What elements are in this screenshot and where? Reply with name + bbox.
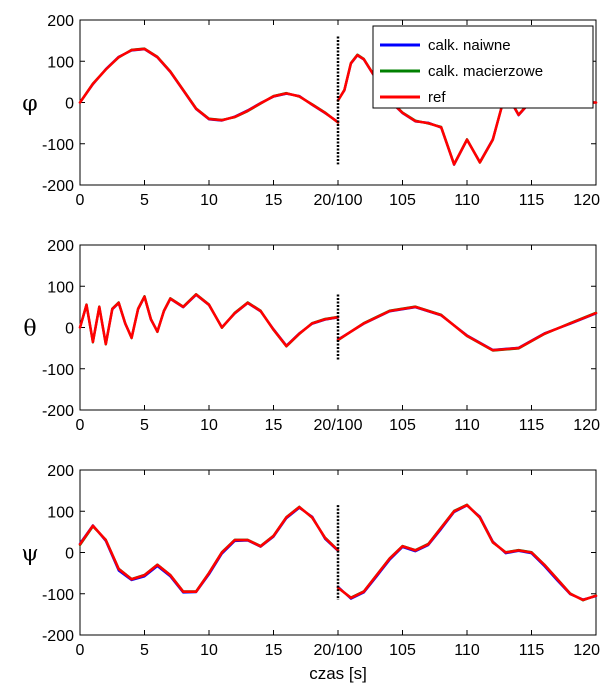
y-tick-label: 200	[47, 463, 74, 480]
x-tick-label: 120	[573, 417, 600, 434]
series-line-calk-naiwne	[78, 48, 340, 123]
y-tick-label: 100	[47, 504, 74, 521]
x-tick-label: 115	[519, 642, 545, 659]
y-tick-label: -200	[42, 628, 74, 645]
y-tick-label: 100	[47, 279, 74, 296]
y-tick-label: 0	[65, 321, 74, 338]
series-line-calk-macierzowe	[78, 47, 340, 124]
y-tick-label: 200	[47, 13, 74, 30]
x-tick-label: 105	[389, 192, 416, 209]
series-line-ref	[336, 503, 598, 602]
y-tick-label: 0	[65, 546, 74, 563]
x-tick-label: 10	[200, 642, 218, 659]
series-line-ref	[78, 505, 340, 593]
y-tick-label: -100	[42, 137, 74, 154]
y-axis-label: θ	[23, 317, 36, 342]
y-tick-label: 0	[65, 96, 74, 113]
y-tick-label: -200	[42, 403, 74, 420]
legend: calk. naiwne calk. macierzowe ref	[372, 25, 594, 109]
series-line-calk-naiwne	[78, 506, 340, 594]
y-axis-label: ψ	[21, 542, 38, 567]
x-tick-label: 20/100	[314, 417, 363, 434]
x-tick-label: 20/100	[314, 192, 363, 209]
x-tick-label: 10	[200, 417, 218, 434]
series-line-calk-macierzowe	[78, 505, 340, 593]
x-tick-label: 15	[265, 417, 283, 434]
y-tick-label: 100	[47, 54, 74, 71]
x-tick-label: 20/100	[314, 642, 363, 659]
x-tick-label: 10	[200, 192, 218, 209]
series-line-ref	[78, 293, 340, 348]
x-tick-label: 15	[265, 642, 283, 659]
x-tick-label: 115	[519, 417, 545, 434]
panel-3: -200 -100 0 100 200 0 5 10 15 20/100 105 110 115 120 ψ	[21, 463, 600, 659]
legend-label-naiwne: calk. naiwne	[428, 37, 511, 54]
x-tick-label: 115	[519, 192, 545, 209]
series-line-ref	[78, 47, 340, 124]
x-tick-label: 110	[454, 417, 480, 434]
legend-label-macierzowe: calk. macierzowe	[428, 63, 543, 80]
x-tick-label: 15	[265, 192, 283, 209]
x-axis-label: czas [s]	[309, 664, 367, 683]
x-tick-label: 110	[454, 192, 480, 209]
x-tick-label: 5	[140, 417, 149, 434]
x-tick-label: 0	[76, 417, 85, 434]
x-tick-label: 110	[454, 642, 480, 659]
x-tick-label: 120	[573, 192, 600, 209]
x-tick-label: 5	[140, 642, 149, 659]
y-tick-label: -200	[42, 178, 74, 195]
x-tick-label: 5	[140, 192, 149, 209]
x-tick-label: 0	[76, 192, 85, 209]
y-tick-label: -100	[42, 362, 74, 379]
x-tick-label: 105	[389, 642, 416, 659]
legend-label-ref: ref	[428, 89, 446, 106]
series-line-calk-naiwne	[336, 504, 598, 601]
legend-box	[372, 25, 594, 109]
x-tick-label: 120	[573, 642, 600, 659]
series-line-ref	[336, 305, 598, 352]
panel-2: -200 -100 0 100 200 0 5 10 15 20/100 105 110 115 120 θ	[23, 238, 600, 434]
x-tick-label: 0	[76, 642, 85, 659]
series-line-calk-macierzowe	[336, 503, 598, 602]
x-tick-label: 105	[389, 417, 416, 434]
y-tick-label: 200	[47, 238, 74, 255]
y-axis-label: φ	[22, 92, 37, 117]
y-tick-label: -100	[42, 587, 74, 604]
